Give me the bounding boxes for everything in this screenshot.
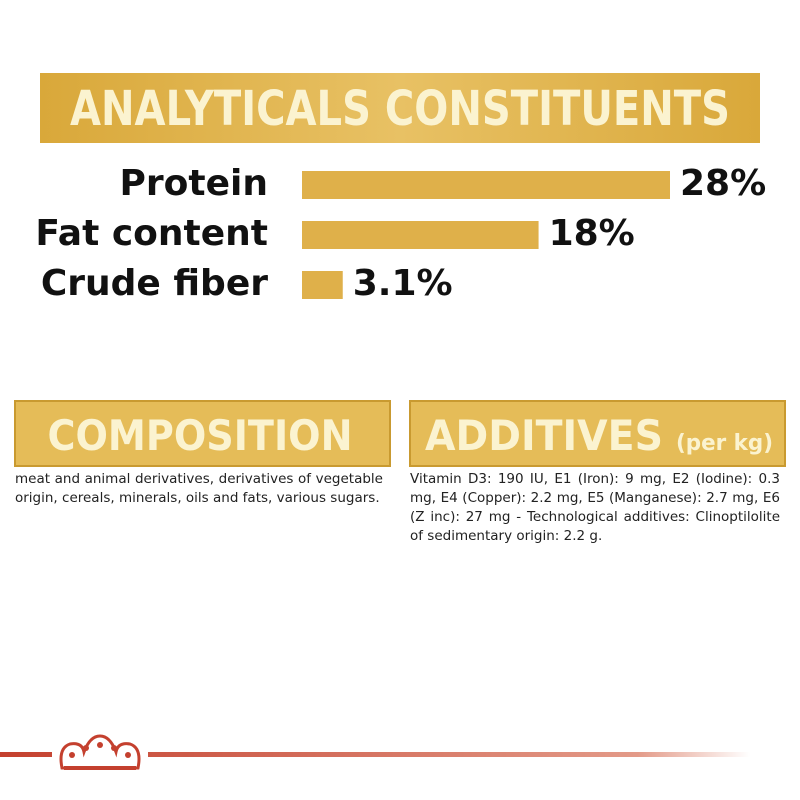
additives-band [410, 401, 785, 466]
bar [302, 271, 343, 299]
category-label: Fat content [35, 213, 268, 254]
value-label: 18% [549, 213, 635, 254]
chart-title: ANALYTICALS CONSTITUENTS [70, 81, 730, 137]
footer-line [0, 752, 750, 757]
crown-logo [52, 730, 148, 774]
bar [302, 221, 539, 249]
additives-unit: (per kg) [676, 431, 773, 456]
composition-frame [14, 400, 391, 467]
additives-text: Vitamin D3: 190 IU, E1 (Iron): 9 mg, E2 … [410, 471, 780, 544]
value-label: 28% [680, 163, 766, 204]
value-label: 3.1% [353, 263, 453, 304]
composition-title: COMPOSITION [48, 411, 353, 460]
additives-frame [409, 400, 786, 467]
bar [302, 171, 670, 199]
additives-title: ADDITIVES [425, 411, 663, 460]
category-label: Crude fiber [41, 263, 268, 304]
category-label: Protein [120, 163, 268, 204]
composition-band [15, 401, 390, 466]
title-band [40, 73, 760, 143]
composition-text: meat and animal derivatives, derivatives… [15, 471, 383, 506]
